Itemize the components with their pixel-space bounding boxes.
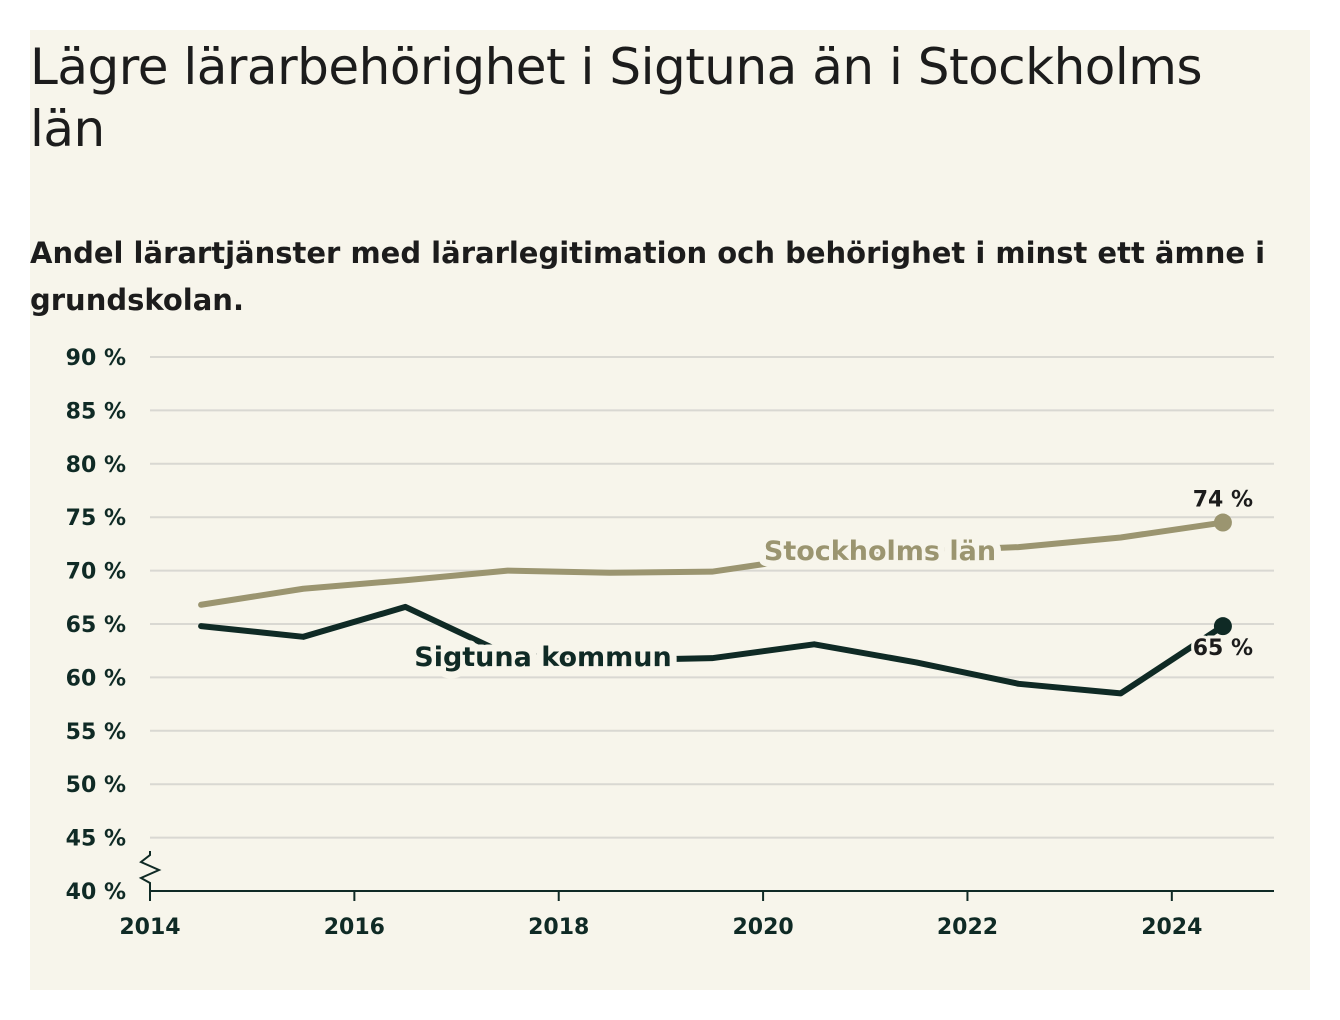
series-line-sigtuna xyxy=(198,603,1226,697)
x-tick-label: 2024 xyxy=(1141,915,1202,940)
series-end-point-stockholm xyxy=(1213,513,1232,532)
y-tick-label: 80 % xyxy=(66,453,126,478)
chart-title: Lägre lärarbehörighet i Sigtuna än i Sto… xyxy=(30,38,1203,158)
x-axis xyxy=(138,851,1274,892)
series-line-stockholm xyxy=(198,519,1226,608)
x-tick-label: 2022 xyxy=(937,915,998,940)
chart-subtitle: Andel lärartjänster med lärarlegitimatio… xyxy=(30,236,1266,317)
y-tick-label: 65 % xyxy=(66,613,126,638)
chart-panel xyxy=(30,30,1310,990)
series-end-point-sigtuna xyxy=(1213,617,1232,636)
y-axis-ticks: 40 % 45 % 50 % 55 % 60 % 65 % 70 % 75 % 80 % 85 %… xyxy=(66,346,126,905)
end-value-label-sigtuna: 65 % xyxy=(1193,636,1253,661)
y-tick-label: 75 % xyxy=(66,506,126,531)
series-labels: Stockholms län Sigtuna kommun 74 % 65 % xyxy=(407,485,1256,680)
y-tick-label: 70 % xyxy=(66,560,126,585)
y-tick-label: 85 % xyxy=(66,399,126,424)
grid-lines xyxy=(150,356,1274,839)
y-tick-label: 45 % xyxy=(66,827,126,852)
series-label-sigtuna: Sigtuna kommun xyxy=(414,642,672,673)
y-tick-label: 40 % xyxy=(66,880,126,905)
end-value-label-stockholm: 74 % xyxy=(1193,488,1253,513)
x-tick-label: 2020 xyxy=(732,915,793,940)
y-tick-label: 50 % xyxy=(66,773,126,798)
series-label-stockholm: Stockholms län xyxy=(764,536,996,567)
y-axis-break-icon xyxy=(138,851,162,891)
x-tick-label: 2014 xyxy=(119,915,180,940)
x-axis-ticks: 2014 2016 2018 2020 2022 2024 xyxy=(119,891,1202,940)
y-tick-label: 60 % xyxy=(66,666,126,691)
x-tick-label: 2016 xyxy=(324,915,385,940)
y-tick-label: 55 % xyxy=(66,720,126,745)
y-tick-label: 90 % xyxy=(66,346,126,371)
x-tick-label: 2018 xyxy=(528,915,589,940)
series-lines xyxy=(198,513,1232,697)
